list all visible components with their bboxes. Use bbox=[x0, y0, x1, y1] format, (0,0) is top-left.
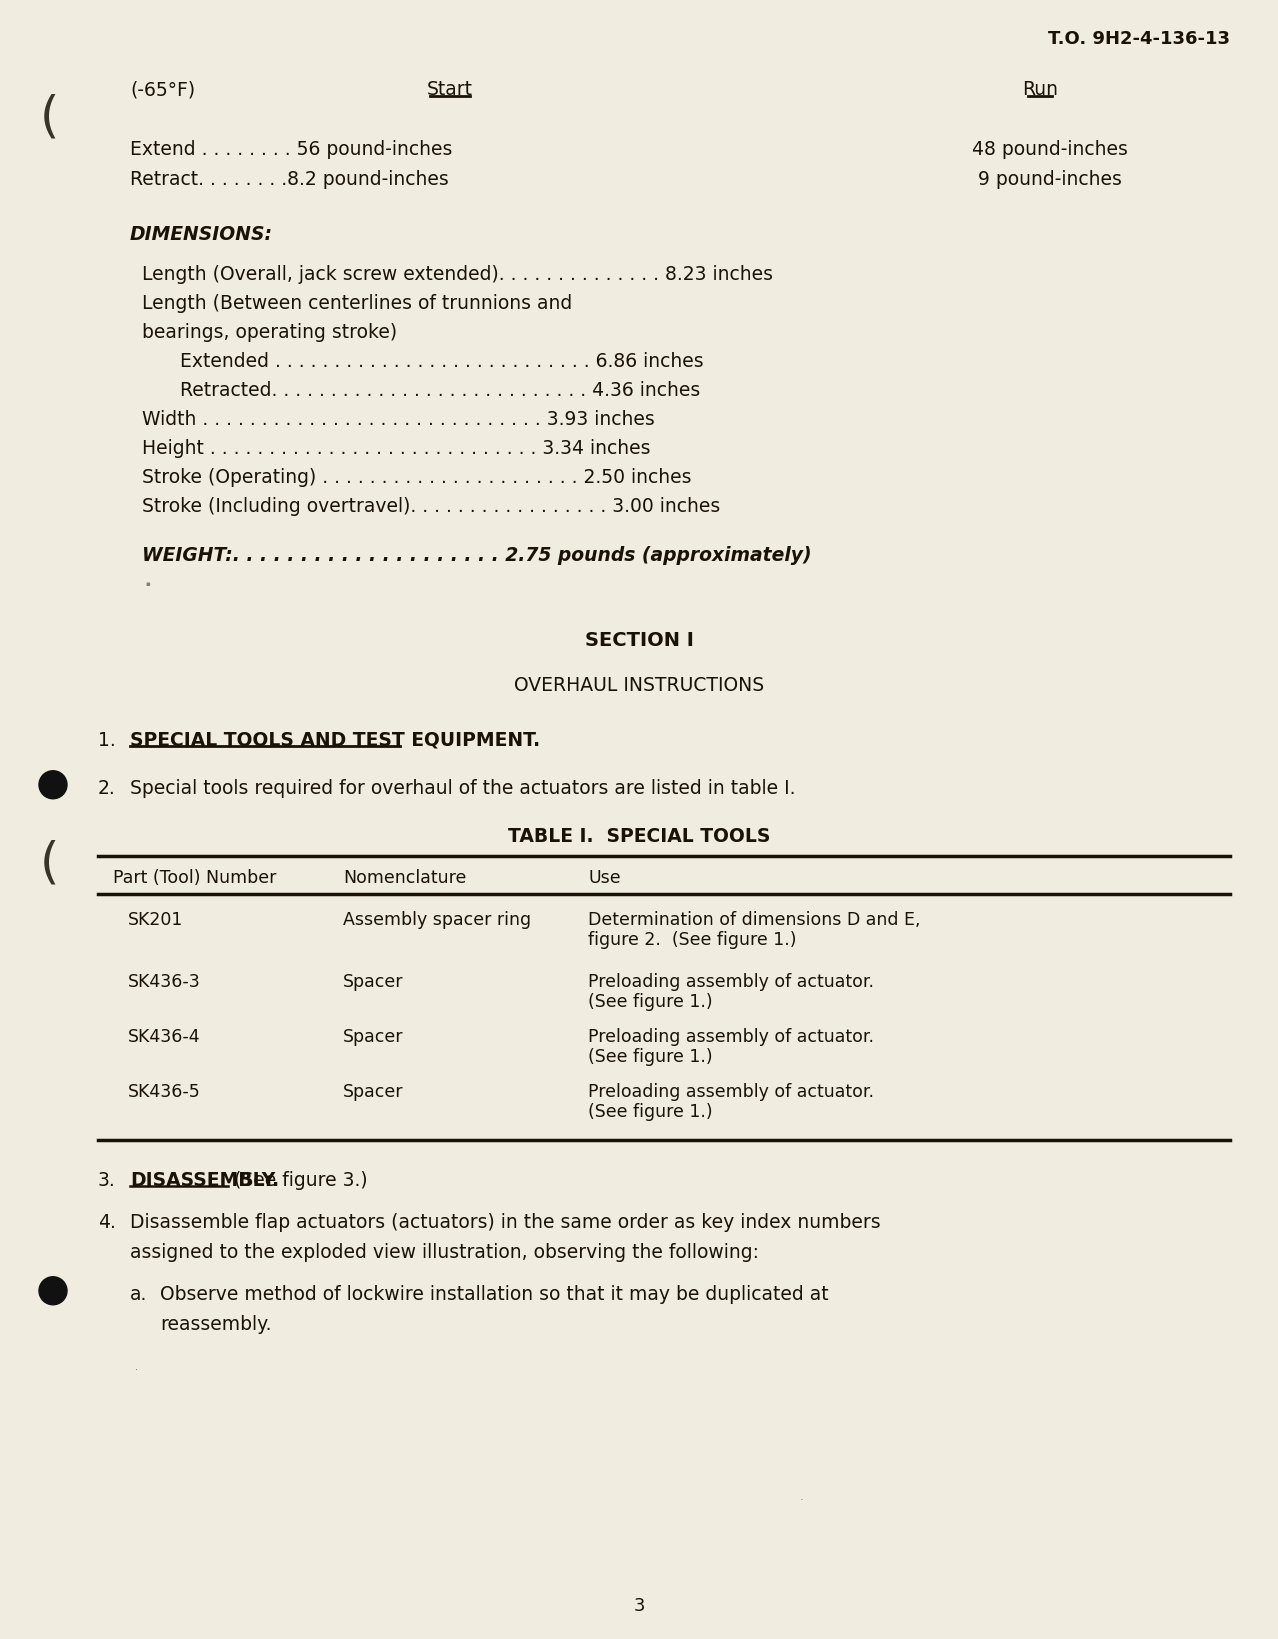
Text: assigned to the exploded view illustration, observing the following:: assigned to the exploded view illustrati… bbox=[130, 1242, 759, 1262]
Text: SK436-3: SK436-3 bbox=[128, 972, 201, 990]
Text: (: ( bbox=[40, 839, 59, 887]
Text: Preloading assembly of actuator.: Preloading assembly of actuator. bbox=[588, 1082, 874, 1100]
Text: (See figure 1.): (See figure 1.) bbox=[588, 1047, 713, 1065]
Text: (See figure 3.): (See figure 3.) bbox=[227, 1170, 368, 1190]
Text: Start: Start bbox=[427, 80, 473, 98]
Text: Height . . . . . . . . . . . . . . . . . . . . . . . . . . . . 3.34 inches: Height . . . . . . . . . . . . . . . . .… bbox=[142, 439, 651, 457]
Text: T.O. 9H2-4-136-13: T.O. 9H2-4-136-13 bbox=[1048, 30, 1229, 48]
Text: Part (Tool) Number: Part (Tool) Number bbox=[112, 869, 276, 887]
Text: Disassemble flap actuators (actuators) in the same order as key index numbers: Disassemble flap actuators (actuators) i… bbox=[130, 1213, 881, 1231]
Text: SK436-5: SK436-5 bbox=[128, 1082, 201, 1100]
Text: DIMENSIONS:: DIMENSIONS: bbox=[130, 225, 273, 244]
Circle shape bbox=[40, 1277, 66, 1305]
Text: ·: · bbox=[135, 1364, 138, 1373]
Text: Length (Overall, jack screw extended). . . . . . . . . . . . . . 8.23 inches: Length (Overall, jack screw extended). .… bbox=[142, 266, 773, 284]
Circle shape bbox=[40, 772, 66, 800]
Text: Spacer: Spacer bbox=[343, 1082, 404, 1100]
Text: a.: a. bbox=[130, 1285, 147, 1303]
Text: Extended . . . . . . . . . . . . . . . . . . . . . . . . . . . 6.86 inches: Extended . . . . . . . . . . . . . . . .… bbox=[167, 352, 704, 370]
Text: Special tools required for overhaul of the actuators are listed in table I.: Special tools required for overhaul of t… bbox=[130, 779, 795, 798]
Text: bearings, operating stroke): bearings, operating stroke) bbox=[142, 323, 397, 343]
Text: 9 pound-inches: 9 pound-inches bbox=[978, 170, 1122, 188]
Text: 3.: 3. bbox=[98, 1170, 116, 1190]
Text: 2.: 2. bbox=[98, 779, 116, 798]
Text: ▪: ▪ bbox=[144, 580, 150, 587]
Text: Determination of dimensions D and E,: Determination of dimensions D and E, bbox=[588, 910, 920, 928]
Text: SECTION I: SECTION I bbox=[584, 631, 694, 649]
Text: SK436-4: SK436-4 bbox=[128, 1028, 201, 1046]
Text: Stroke (Including overtravel). . . . . . . . . . . . . . . . . 3.00 inches: Stroke (Including overtravel). . . . . .… bbox=[142, 497, 721, 516]
Text: SPECIAL TOOLS AND TEST EQUIPMENT.: SPECIAL TOOLS AND TEST EQUIPMENT. bbox=[130, 731, 541, 749]
Text: TABLE I.  SPECIAL TOOLS: TABLE I. SPECIAL TOOLS bbox=[507, 826, 771, 846]
Text: reassembly.: reassembly. bbox=[160, 1314, 271, 1333]
Text: Observe method of lockwire installation so that it may be duplicated at: Observe method of lockwire installation … bbox=[160, 1285, 828, 1303]
Text: Stroke (Operating) . . . . . . . . . . . . . . . . . . . . . . 2.50 inches: Stroke (Operating) . . . . . . . . . . .… bbox=[142, 467, 691, 487]
Text: figure 2.  (See figure 1.): figure 2. (See figure 1.) bbox=[588, 931, 796, 949]
Text: (: ( bbox=[40, 93, 59, 141]
Text: Run: Run bbox=[1022, 80, 1058, 98]
Text: Assembly spacer ring: Assembly spacer ring bbox=[343, 910, 532, 928]
Text: 1.: 1. bbox=[98, 731, 116, 749]
Text: Spacer: Spacer bbox=[343, 972, 404, 990]
Text: 4.: 4. bbox=[98, 1213, 116, 1231]
Text: 3: 3 bbox=[634, 1596, 644, 1614]
Text: Use: Use bbox=[588, 869, 621, 887]
Text: (See figure 1.): (See figure 1.) bbox=[588, 992, 713, 1010]
Text: DISASSEMBLY.: DISASSEMBLY. bbox=[130, 1170, 279, 1190]
Text: SK201: SK201 bbox=[128, 910, 183, 928]
Text: Preloading assembly of actuator.: Preloading assembly of actuator. bbox=[588, 1028, 874, 1046]
Text: Preloading assembly of actuator.: Preloading assembly of actuator. bbox=[588, 972, 874, 990]
Text: Nomenclature: Nomenclature bbox=[343, 869, 466, 887]
Text: ·: · bbox=[800, 1495, 804, 1505]
Text: WEIGHT:. . . . . . . . . . . . . . . . . . . . 2.75 pounds (approximately): WEIGHT:. . . . . . . . . . . . . . . . .… bbox=[142, 546, 812, 565]
Text: Width . . . . . . . . . . . . . . . . . . . . . . . . . . . . . 3.93 inches: Width . . . . . . . . . . . . . . . . . … bbox=[142, 410, 654, 429]
Text: Length (Between centerlines of trunnions and: Length (Between centerlines of trunnions… bbox=[142, 293, 573, 313]
Text: OVERHAUL INSTRUCTIONS: OVERHAUL INSTRUCTIONS bbox=[514, 675, 764, 695]
Text: Spacer: Spacer bbox=[343, 1028, 404, 1046]
Text: Retracted. . . . . . . . . . . . . . . . . . . . . . . . . . . 4.36 inches: Retracted. . . . . . . . . . . . . . . .… bbox=[167, 380, 700, 400]
Text: Retract. . . . . . . .8.2 pound-inches: Retract. . . . . . . .8.2 pound-inches bbox=[130, 170, 449, 188]
Text: (See figure 1.): (See figure 1.) bbox=[588, 1103, 713, 1121]
Text: (-65°F): (-65°F) bbox=[130, 80, 196, 98]
Text: Extend . . . . . . . . 56 pound-inches: Extend . . . . . . . . 56 pound-inches bbox=[130, 139, 452, 159]
Text: 48 pound-inches: 48 pound-inches bbox=[973, 139, 1128, 159]
